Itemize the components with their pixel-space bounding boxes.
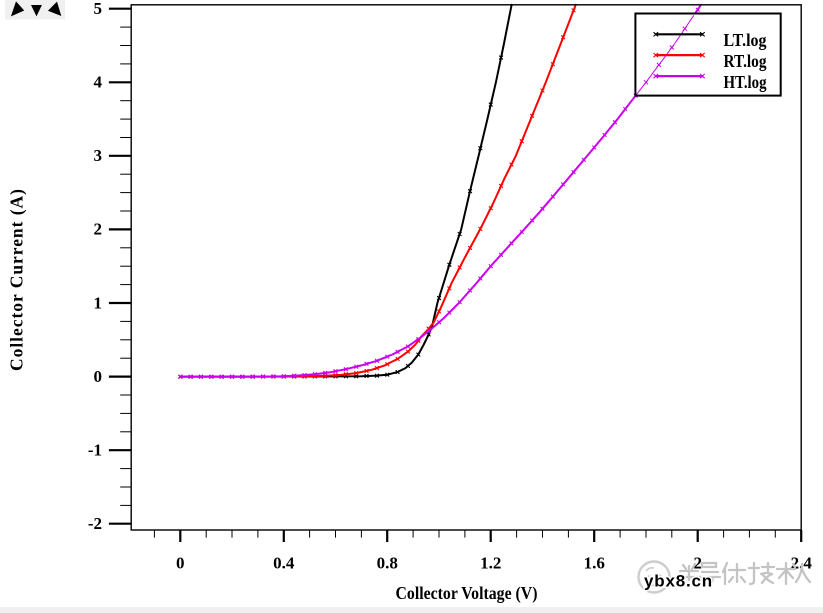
svg-text:2: 2 xyxy=(693,554,702,573)
svg-text:-2: -2 xyxy=(88,514,102,533)
svg-text:1: 1 xyxy=(94,293,103,312)
svg-text:1.6: 1.6 xyxy=(584,554,605,573)
svg-text:4: 4 xyxy=(94,73,103,92)
svg-text:0.4: 0.4 xyxy=(273,554,295,573)
svg-text:3: 3 xyxy=(94,146,103,165)
svg-text:ybx8.cn: ybx8.cn xyxy=(644,572,713,591)
svg-text:0: 0 xyxy=(94,367,103,386)
svg-text:-1: -1 xyxy=(88,441,102,460)
svg-text:HT.log: HT.log xyxy=(724,72,767,92)
svg-text:RT.log: RT.log xyxy=(724,51,767,71)
svg-text:Collector Current (A): Collector Current (A) xyxy=(7,189,27,371)
svg-text:Collector Voltage (V): Collector Voltage (V) xyxy=(396,583,538,603)
svg-text:0.8: 0.8 xyxy=(377,554,398,573)
svg-text:0: 0 xyxy=(176,554,185,573)
svg-text:LT.log: LT.log xyxy=(724,30,767,50)
svg-text:2: 2 xyxy=(94,220,103,239)
svg-text:1.2: 1.2 xyxy=(480,554,501,573)
svg-text:5: 5 xyxy=(94,0,103,18)
